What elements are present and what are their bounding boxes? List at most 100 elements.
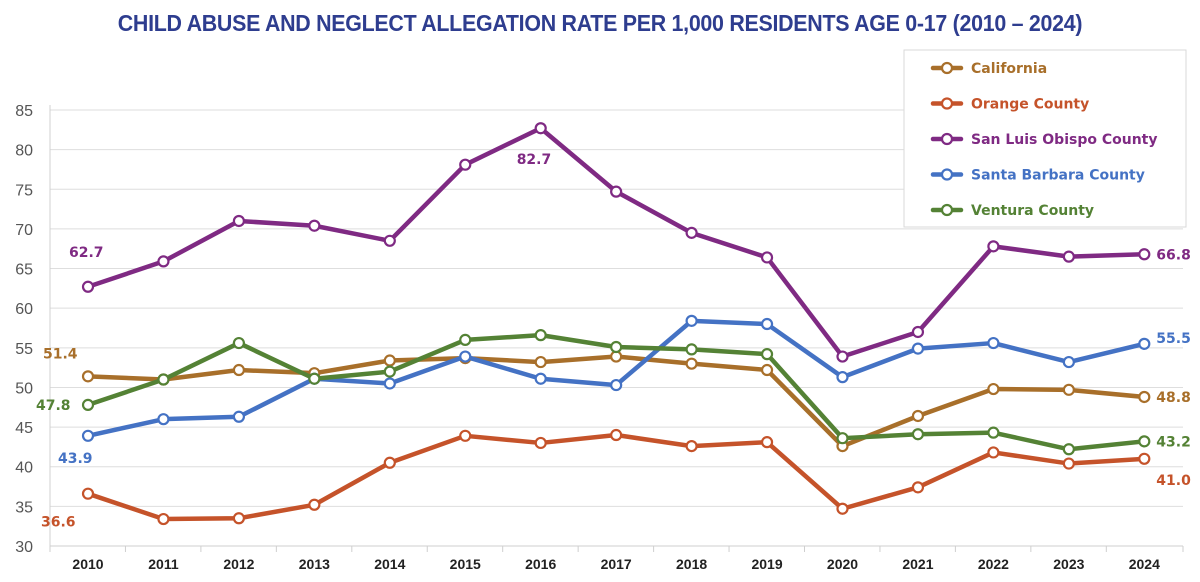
data-point — [81, 398, 95, 411]
data-point — [911, 409, 925, 423]
series-orange-county — [81, 428, 1151, 526]
data-point — [81, 280, 95, 293]
data-label: 48.8 — [1156, 390, 1191, 406]
data-point — [610, 378, 623, 392]
data-point — [760, 251, 774, 264]
data-label: 82.7 — [517, 152, 552, 168]
x-tick-label: 2020 — [827, 556, 858, 572]
data-point — [760, 348, 774, 361]
data-point — [760, 436, 774, 449]
x-tick-label: 2023 — [1053, 556, 1084, 572]
data-label: 43.2 — [1156, 434, 1191, 450]
legend-marker-icon — [940, 203, 954, 217]
data-point — [610, 185, 623, 198]
data-point — [1138, 248, 1151, 261]
series-san-luis-obispo-county — [81, 122, 1151, 363]
data-point — [836, 502, 849, 515]
x-tick-label: 2017 — [601, 556, 632, 572]
data-point — [1062, 383, 1075, 396]
data-point — [685, 440, 698, 453]
data-point — [157, 512, 170, 526]
data-point — [911, 428, 925, 441]
x-tick-label: 2024 — [1129, 556, 1160, 572]
y-tick-label: 60 — [15, 301, 33, 318]
legend-item: California — [930, 61, 1047, 77]
data-point — [987, 426, 1000, 439]
legend-marker-icon — [940, 61, 954, 75]
legend-marker-icon — [940, 168, 954, 181]
data-point — [383, 365, 396, 378]
data-point — [760, 363, 774, 377]
x-tick-label: 2015 — [450, 556, 481, 572]
data-point — [987, 382, 1000, 396]
y-tick-label: 50 — [15, 380, 33, 397]
x-tick-label: 2011 — [148, 556, 179, 572]
series-line — [85, 318, 1147, 439]
data-label: 55.5 — [1156, 331, 1191, 347]
data-point — [610, 340, 623, 354]
data-point — [1062, 355, 1075, 369]
data-point — [232, 214, 245, 228]
data-point — [459, 333, 472, 346]
data-point — [232, 512, 245, 525]
data-point — [534, 329, 547, 342]
data-point — [760, 317, 774, 331]
data-point — [308, 219, 321, 232]
x-tick-label: 2012 — [223, 556, 254, 572]
legend-label: California — [971, 61, 1047, 77]
data-point — [1062, 250, 1075, 263]
data-point — [911, 481, 925, 494]
legend-label: San Luis Obispo County — [971, 132, 1157, 148]
data-point — [1138, 390, 1151, 404]
legend-item: Ventura County — [930, 203, 1094, 219]
data-point — [308, 498, 321, 511]
data-point — [610, 428, 623, 442]
legend-marker-icon — [940, 97, 954, 110]
series-santa-barbara-county — [81, 314, 1151, 442]
data-point — [1138, 337, 1151, 350]
series-ventura-county — [81, 329, 1151, 456]
data-point — [685, 357, 698, 370]
data-point — [534, 122, 547, 135]
x-tick-label: 2021 — [902, 556, 933, 572]
data-point — [987, 446, 1000, 459]
data-point — [836, 350, 849, 363]
data-point — [836, 432, 849, 445]
data-point — [459, 429, 472, 442]
y-tick-label: 30 — [15, 539, 33, 556]
data-point — [987, 240, 1000, 253]
legend-item: San Luis Obispo County — [930, 132, 1157, 148]
chart-title: CHILD ABUSE AND NEGLECT ALLEGATION RATE … — [117, 10, 1083, 36]
data-point — [1062, 443, 1075, 456]
data-point — [383, 377, 396, 390]
data-point — [308, 372, 321, 385]
data-point — [232, 410, 245, 423]
legend: California Orange County San Luis Obispo C… — [903, 49, 1187, 228]
data-label: 47.8 — [36, 398, 71, 414]
axes: 30 35 40 45 50 55 60 65 70 75 80 85 2010 2011 2012 2013… — [15, 103, 1184, 572]
data-point — [685, 314, 698, 327]
y-tick-label: 85 — [15, 103, 33, 120]
x-tick-label: 2022 — [978, 556, 1009, 572]
data-point — [534, 355, 547, 369]
data-point — [157, 373, 170, 386]
data-point — [81, 370, 95, 383]
data-label: 36.6 — [41, 515, 76, 531]
data-point — [1062, 457, 1075, 470]
data-label: 66.8 — [1156, 247, 1191, 263]
data-labels: 51.4 48.8 36.6 41.0 62.7 82.7 66.8 43.9 55.5 47.8… — [36, 152, 1191, 530]
data-point — [534, 436, 547, 450]
x-tick-label: 2019 — [751, 556, 782, 572]
series-lines — [81, 122, 1151, 526]
y-tick-label: 70 — [15, 222, 33, 239]
legend-label: Ventura County — [971, 203, 1094, 219]
legend-item: Santa Barbara County — [930, 168, 1145, 184]
data-point — [836, 371, 849, 384]
data-point — [81, 487, 95, 500]
legend-marker-icon — [940, 132, 954, 146]
y-tick-label: 55 — [15, 341, 33, 358]
data-point — [1138, 435, 1151, 448]
data-point — [685, 226, 698, 239]
legend-label: Orange County — [971, 97, 1089, 113]
